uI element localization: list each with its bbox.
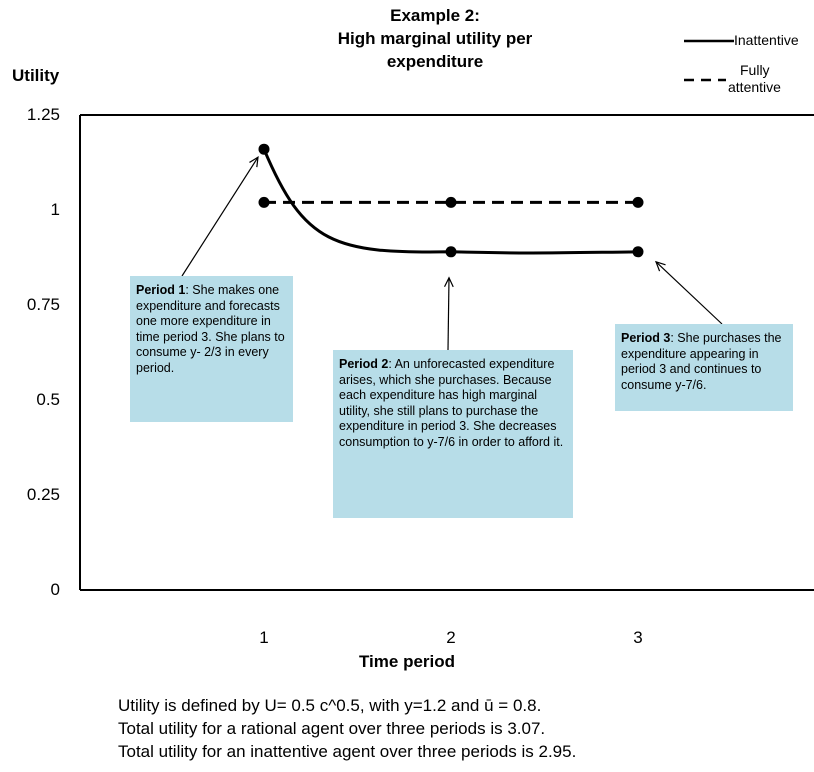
x-tick-label: 3	[633, 628, 643, 647]
y-tick-label: 0.75	[26, 295, 60, 314]
annotation-period-1: Period 1: She makes one expenditure and …	[130, 276, 293, 422]
chart-title-line-2: High marginal utility per expenditure	[337, 29, 533, 71]
data-point-fully-attentive	[445, 196, 457, 208]
footnote-line: Utility is defined by U= 0.5 c^0.5, with…	[118, 696, 542, 715]
arrow-period-3	[655, 261, 723, 325]
footnotes: Utility is defined by U= 0.5 c^0.5, with…	[118, 694, 576, 763]
arrow-period-2	[447, 277, 450, 351]
data-point-inattentive	[258, 143, 270, 155]
plot-axes	[79, 114, 814, 591]
legend-lines	[684, 39, 734, 82]
x-tick-label: 1	[259, 628, 269, 647]
data-point-fully-attentive	[632, 196, 644, 208]
y-tick-label: 0	[50, 580, 60, 599]
chart-title-line-1: Example 2:	[390, 6, 480, 25]
annotation-period-1-heading: Period 1	[136, 283, 186, 297]
annotation-period-3-heading: Period 3	[621, 331, 671, 345]
arrow-period-1	[181, 156, 259, 277]
legend-label-attentive-line-2: attentive	[728, 79, 781, 95]
footnote-line: Total utility for a rational agent over …	[118, 719, 546, 738]
arrow-period-3-head	[654, 260, 666, 272]
arrow-period-1-head	[249, 156, 259, 168]
y-tick-label: 1.25	[26, 105, 60, 124]
x-tick-label: 2	[446, 628, 456, 647]
series-layer	[258, 143, 644, 258]
x-axis-label: Time period	[358, 652, 456, 671]
annotation-period-2-text: : An unforecasted expenditure arises, wh…	[339, 357, 564, 449]
annotation-period-2: Period 2: An unforecasted expenditure ar…	[333, 350, 573, 518]
y-tick-label: 0.25	[26, 485, 60, 504]
y-axis-label: Utility	[12, 66, 60, 85]
legend-label-attentive-line-1: Fully	[740, 62, 770, 78]
annotation-period-1-text: : She makes one expenditure and forecast…	[136, 283, 285, 375]
annotation-period-3-text: : She purchases the expenditure appearin…	[621, 331, 782, 392]
annotation-arrows	[181, 156, 723, 351]
data-point-inattentive	[445, 246, 457, 258]
footnote-line: Total utility for an inattentive agent o…	[118, 742, 577, 761]
chart-title: Example 2: High marginal utility per exp…	[300, 4, 570, 73]
annotation-period-2-heading: Period 2	[339, 357, 389, 371]
annotation-period-3: Period 3: She purchases the expenditure …	[615, 324, 793, 411]
y-tick-label: 0.5	[36, 390, 60, 409]
y-tick-label: 1	[50, 200, 60, 219]
arrow-period-2-head	[443, 276, 454, 288]
data-point-fully-attentive	[258, 196, 270, 208]
data-point-inattentive	[632, 246, 644, 258]
legend-label-inattentive: Inattentive	[734, 32, 799, 48]
